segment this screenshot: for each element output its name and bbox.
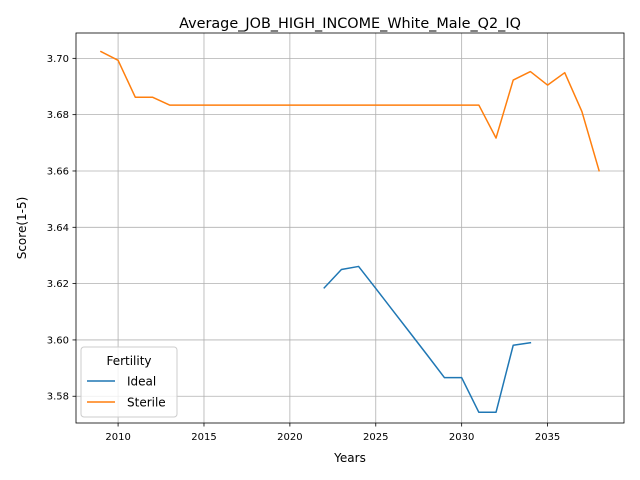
series-line-ideal [323,265,532,414]
axis-ticks: 2010 2015 2020 2025 2030 2035 3.58 3.60 3.62 3.64… [47,54,561,443]
series-line-sterile [99,50,601,172]
grid [76,33,624,423]
legend-label-ideal: Ideal [127,375,156,389]
x-axis-label: Years [333,451,366,465]
x-tick-label: 2025 [363,432,388,443]
y-tick-label: 3.62 [47,279,69,290]
y-tick-label: 3.58 [47,392,69,403]
legend-entries: Ideal Sterile [87,375,166,410]
plot-area-frame [75,32,625,424]
y-tick-label: 3.70 [47,54,69,65]
x-tick-label: 2015 [191,432,216,443]
x-tick-label: 2035 [535,432,560,443]
y-tick-label: 3.66 [47,166,69,177]
legend-box [80,346,178,418]
y-tick-label: 3.60 [47,335,69,346]
x-tick-label: 2020 [277,432,302,443]
legend: Fertility Ideal Sterile [80,346,178,418]
legend-label-sterile: Sterile [127,396,166,410]
chart-title: Average_JOB_HIGH_INCOME_White_Male_Q2_IQ [179,16,521,32]
y-axis-label: Score(1-5) [15,197,29,260]
x-tick-label: 2010 [105,432,130,443]
y-tick-label: 3.64 [47,223,69,234]
legend-title: Fertility [106,354,151,368]
y-tick-label: 3.68 [47,110,69,121]
x-tick-label: 2030 [449,432,474,443]
series-lines [99,50,601,414]
